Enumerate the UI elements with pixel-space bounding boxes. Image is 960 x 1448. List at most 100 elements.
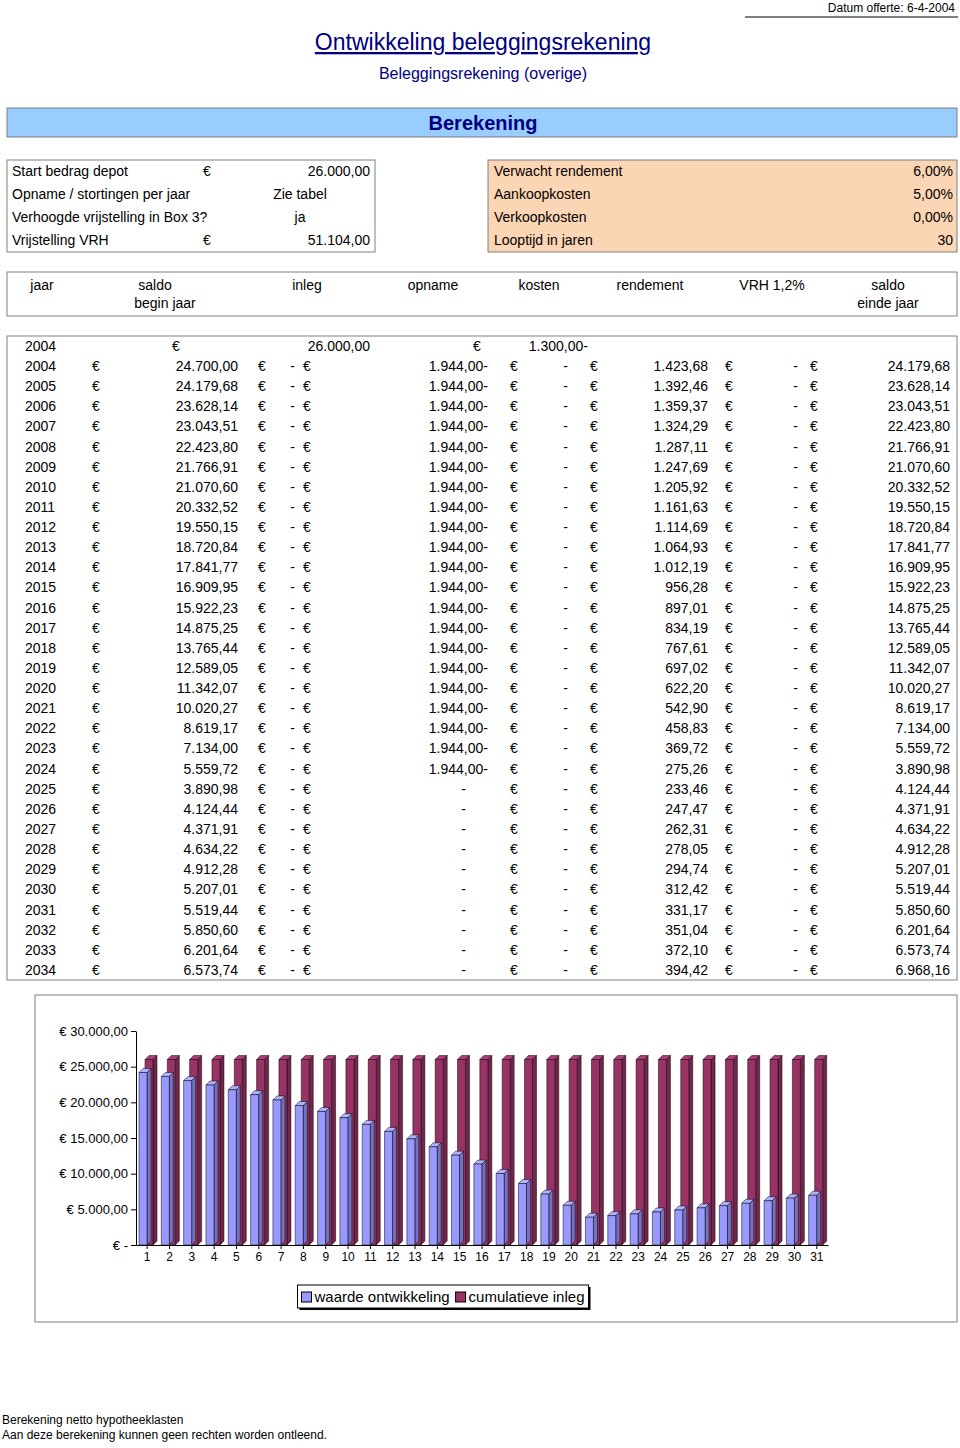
amount-cell: 1.944,00- xyxy=(429,499,488,515)
currency-symbol: € xyxy=(258,962,266,978)
currency-symbol: € xyxy=(590,459,598,475)
x-tick-mark xyxy=(281,1245,282,1249)
currency-symbol: € xyxy=(810,519,818,535)
amount-cell: 14.875,25 xyxy=(176,620,238,636)
x-tick: 10 xyxy=(341,1245,355,1264)
x-tick-label: 14 xyxy=(431,1250,445,1264)
currency-symbol: € xyxy=(303,640,311,656)
bar-side xyxy=(510,1056,514,1245)
currency-symbol: € xyxy=(303,418,311,434)
bar xyxy=(273,1100,281,1245)
amount-cell: 262,31 xyxy=(665,821,708,837)
x-tick-mark xyxy=(727,1245,728,1249)
currency-symbol: € xyxy=(303,761,311,777)
currency-symbol: € xyxy=(258,841,266,857)
year-cell: 2034 xyxy=(25,962,56,978)
amount-cell: - xyxy=(290,720,295,736)
x-tick-mark xyxy=(325,1245,326,1249)
amount-cell: - xyxy=(290,700,295,716)
currency-symbol: € xyxy=(510,459,518,475)
currency-symbol: € xyxy=(510,761,518,777)
amount-cell: - xyxy=(793,398,798,414)
x-tick: 23 xyxy=(632,1245,646,1264)
amount-cell: 1.944,00- xyxy=(429,398,488,414)
y-tick-mark xyxy=(131,1102,136,1103)
currency-symbol: € xyxy=(258,459,266,475)
amount-cell: - xyxy=(290,539,295,555)
amount-cell: 458,83 xyxy=(665,720,708,736)
currency-symbol: € xyxy=(92,358,100,374)
bar-side xyxy=(303,1102,307,1245)
amount-cell: - xyxy=(793,821,798,837)
currency-symbol: € xyxy=(590,660,598,676)
amount-cell: - xyxy=(563,479,568,495)
y-tick-mark xyxy=(131,1067,136,1068)
bar-side xyxy=(287,1056,291,1245)
amount-cell: 1.012,19 xyxy=(654,559,709,575)
bar xyxy=(652,1212,660,1245)
bar xyxy=(429,1147,437,1245)
bar-top xyxy=(452,1151,464,1155)
amount-cell: - xyxy=(290,942,295,958)
year-cell: 2010 xyxy=(25,479,56,495)
column-header: rendement xyxy=(617,277,684,293)
bar-side xyxy=(242,1056,246,1245)
table-header-box xyxy=(7,272,957,316)
x-tick-mark xyxy=(705,1245,706,1249)
legend-label: waarde ontwikkeling xyxy=(314,1288,450,1305)
bar xyxy=(474,1164,482,1245)
amount-cell: - xyxy=(793,761,798,777)
x-tick-mark xyxy=(548,1245,549,1249)
bar xyxy=(585,1217,593,1245)
amount-cell: 4.124,44 xyxy=(184,801,239,817)
bar-top xyxy=(742,1199,754,1203)
amount-cell: 1.944,00- xyxy=(429,539,488,555)
x-tick-mark xyxy=(191,1245,192,1249)
bar-top xyxy=(658,1056,670,1060)
currency-symbol: € xyxy=(92,841,100,857)
x-tick-mark xyxy=(214,1245,215,1249)
x-tick-mark xyxy=(638,1245,639,1249)
bar-side xyxy=(220,1056,224,1245)
currency-symbol: € xyxy=(303,660,311,676)
amount-cell: 26.000,00 xyxy=(308,338,370,354)
currency-symbol: € xyxy=(258,902,266,918)
currency-symbol: € xyxy=(590,700,598,716)
amount-cell: 8.619,17 xyxy=(184,720,239,736)
param-value: 30 xyxy=(937,232,953,248)
currency-symbol: € xyxy=(303,861,311,877)
year-cell: 2020 xyxy=(25,680,56,696)
x-tick-mark xyxy=(816,1245,817,1249)
currency-symbol: € xyxy=(590,600,598,616)
bar-top xyxy=(429,1143,441,1147)
currency-symbol: € xyxy=(725,660,733,676)
x-tick-label: 12 xyxy=(386,1250,400,1264)
currency-symbol: € xyxy=(92,881,100,897)
year-cell: 2009 xyxy=(25,459,56,475)
x-tick-label: 7 xyxy=(278,1250,285,1264)
bar-side xyxy=(593,1213,597,1245)
x-tick: 26 xyxy=(699,1245,713,1264)
bar xyxy=(139,1073,147,1245)
currency-symbol: € xyxy=(92,519,100,535)
amount-cell: - xyxy=(461,962,466,978)
bar-top xyxy=(295,1102,307,1106)
currency-symbol: € xyxy=(590,922,598,938)
currency-symbol: € xyxy=(92,600,100,616)
amount-cell: 1.392,46 xyxy=(654,378,709,394)
currency-symbol: € xyxy=(510,559,518,575)
amount-cell: - xyxy=(563,902,568,918)
y-tick-mark xyxy=(131,1209,136,1210)
year-cell: 2017 xyxy=(25,620,56,636)
amount-cell: - xyxy=(563,398,568,414)
currency-symbol: € xyxy=(810,479,818,495)
amount-cell: 1.944,00- xyxy=(429,559,488,575)
amount-cell: 834,19 xyxy=(665,620,708,636)
amount-cell: - xyxy=(793,640,798,656)
bar xyxy=(161,1076,169,1245)
currency-symbol: € xyxy=(590,358,598,374)
year-cell: 2011 xyxy=(25,499,55,515)
currency-symbol: € xyxy=(590,680,598,696)
x-tick-label: 11 xyxy=(364,1250,377,1264)
bar xyxy=(228,1090,236,1245)
